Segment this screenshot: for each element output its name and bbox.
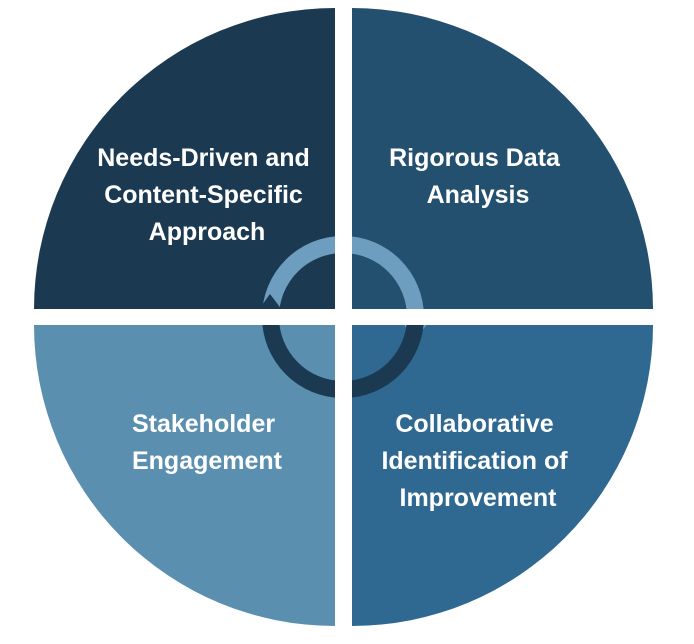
label-top-left: Needs-Driven and Content-Specific Approa… (97, 144, 317, 246)
label-bottom-left: Stakeholder Engagement (132, 410, 283, 475)
quadrant-bottom-right (352, 325, 653, 626)
horizontal-divider (0, 309, 694, 325)
quadrant-top-right (352, 8, 653, 309)
label-top-right: Rigorous Data Analysis (389, 144, 567, 209)
cycle-arrow-light (262, 236, 424, 317)
cycle-arrow-dark (262, 317, 424, 398)
quadrant-top-left (34, 8, 335, 309)
label-bottom-right: Collaborative Identification of Improvem… (381, 410, 574, 512)
quadrant-bottom-left (34, 325, 335, 626)
